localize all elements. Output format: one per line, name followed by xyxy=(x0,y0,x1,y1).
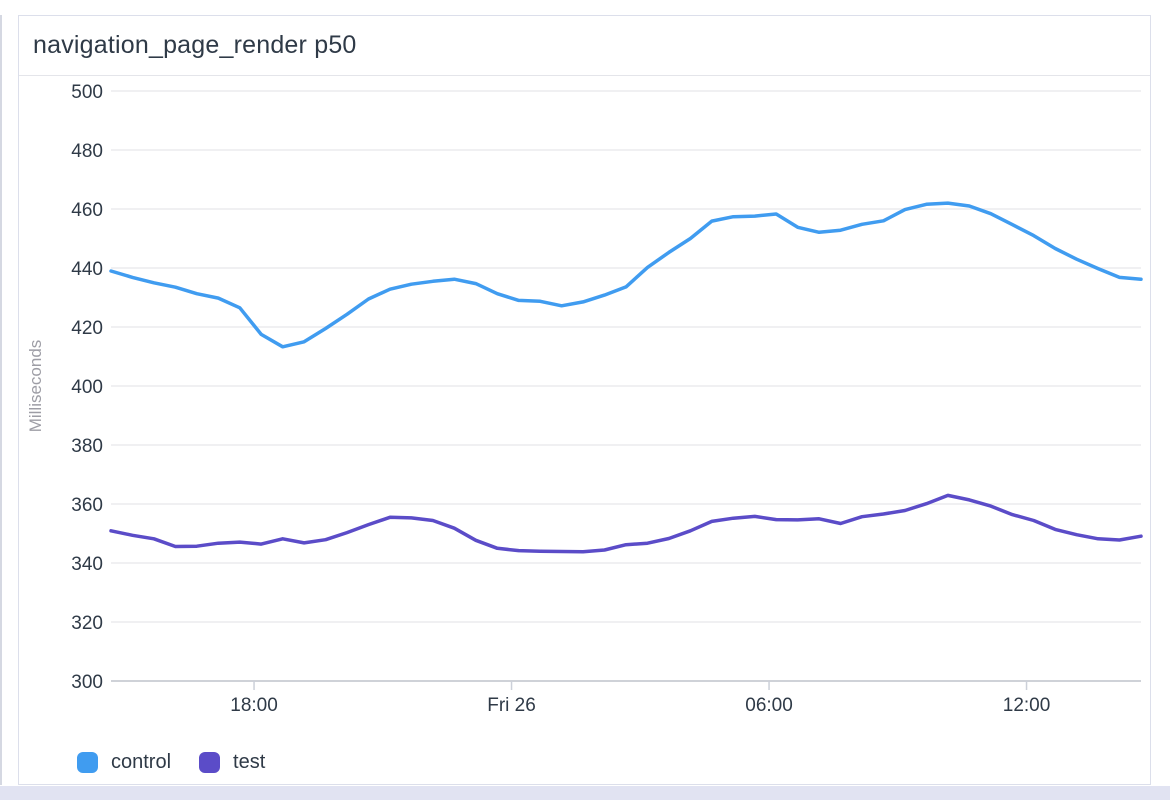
y-tick-label: 400 xyxy=(71,377,103,398)
legend-label: control xyxy=(111,750,172,773)
panel-header[interactable]: navigation_page_render p50 xyxy=(19,16,1150,76)
adjacent-panel-edge-left xyxy=(0,15,2,785)
y-tick-label: 320 xyxy=(71,613,103,634)
legend-swatch-control xyxy=(77,751,98,773)
y-tick-label: 460 xyxy=(71,200,103,221)
y-tick-label: 480 xyxy=(71,141,103,162)
x-tick-label: Fri 26 xyxy=(487,695,536,716)
y-axis-title: Milliseconds xyxy=(26,340,45,433)
legend-item-control[interactable]: control xyxy=(77,751,171,774)
line-chart: 500 480 460 440 420 400 380 360 340 320 300 18:00 Fr… xyxy=(26,82,1143,716)
y-tick-label: 380 xyxy=(71,436,103,457)
y-tick-label: 300 xyxy=(71,672,103,693)
series-line-control[interactable] xyxy=(109,201,1143,349)
legend-label: test xyxy=(233,750,266,773)
chart-legend: control test xyxy=(77,745,265,779)
x-tick-label: 12:00 xyxy=(1003,695,1051,716)
y-tick-label: 440 xyxy=(71,259,103,280)
legend-swatch-test xyxy=(199,751,221,773)
series-line-test[interactable] xyxy=(109,493,1143,554)
y-tick-label: 360 xyxy=(71,495,103,516)
x-tick-label: 18:00 xyxy=(230,695,278,716)
legend-item-test[interactable]: test xyxy=(199,751,265,774)
chart-panel: navigation_page_render p50 500 480 460 440 4… xyxy=(18,15,1151,785)
y-tick-label: 340 xyxy=(71,554,103,575)
y-tick-label: 420 xyxy=(71,318,103,339)
panel-title: navigation_page_render p50 xyxy=(33,31,357,59)
page-background-strip xyxy=(0,786,1170,800)
y-tick-label: 500 xyxy=(71,82,103,103)
x-tick-label: 06:00 xyxy=(745,695,793,716)
